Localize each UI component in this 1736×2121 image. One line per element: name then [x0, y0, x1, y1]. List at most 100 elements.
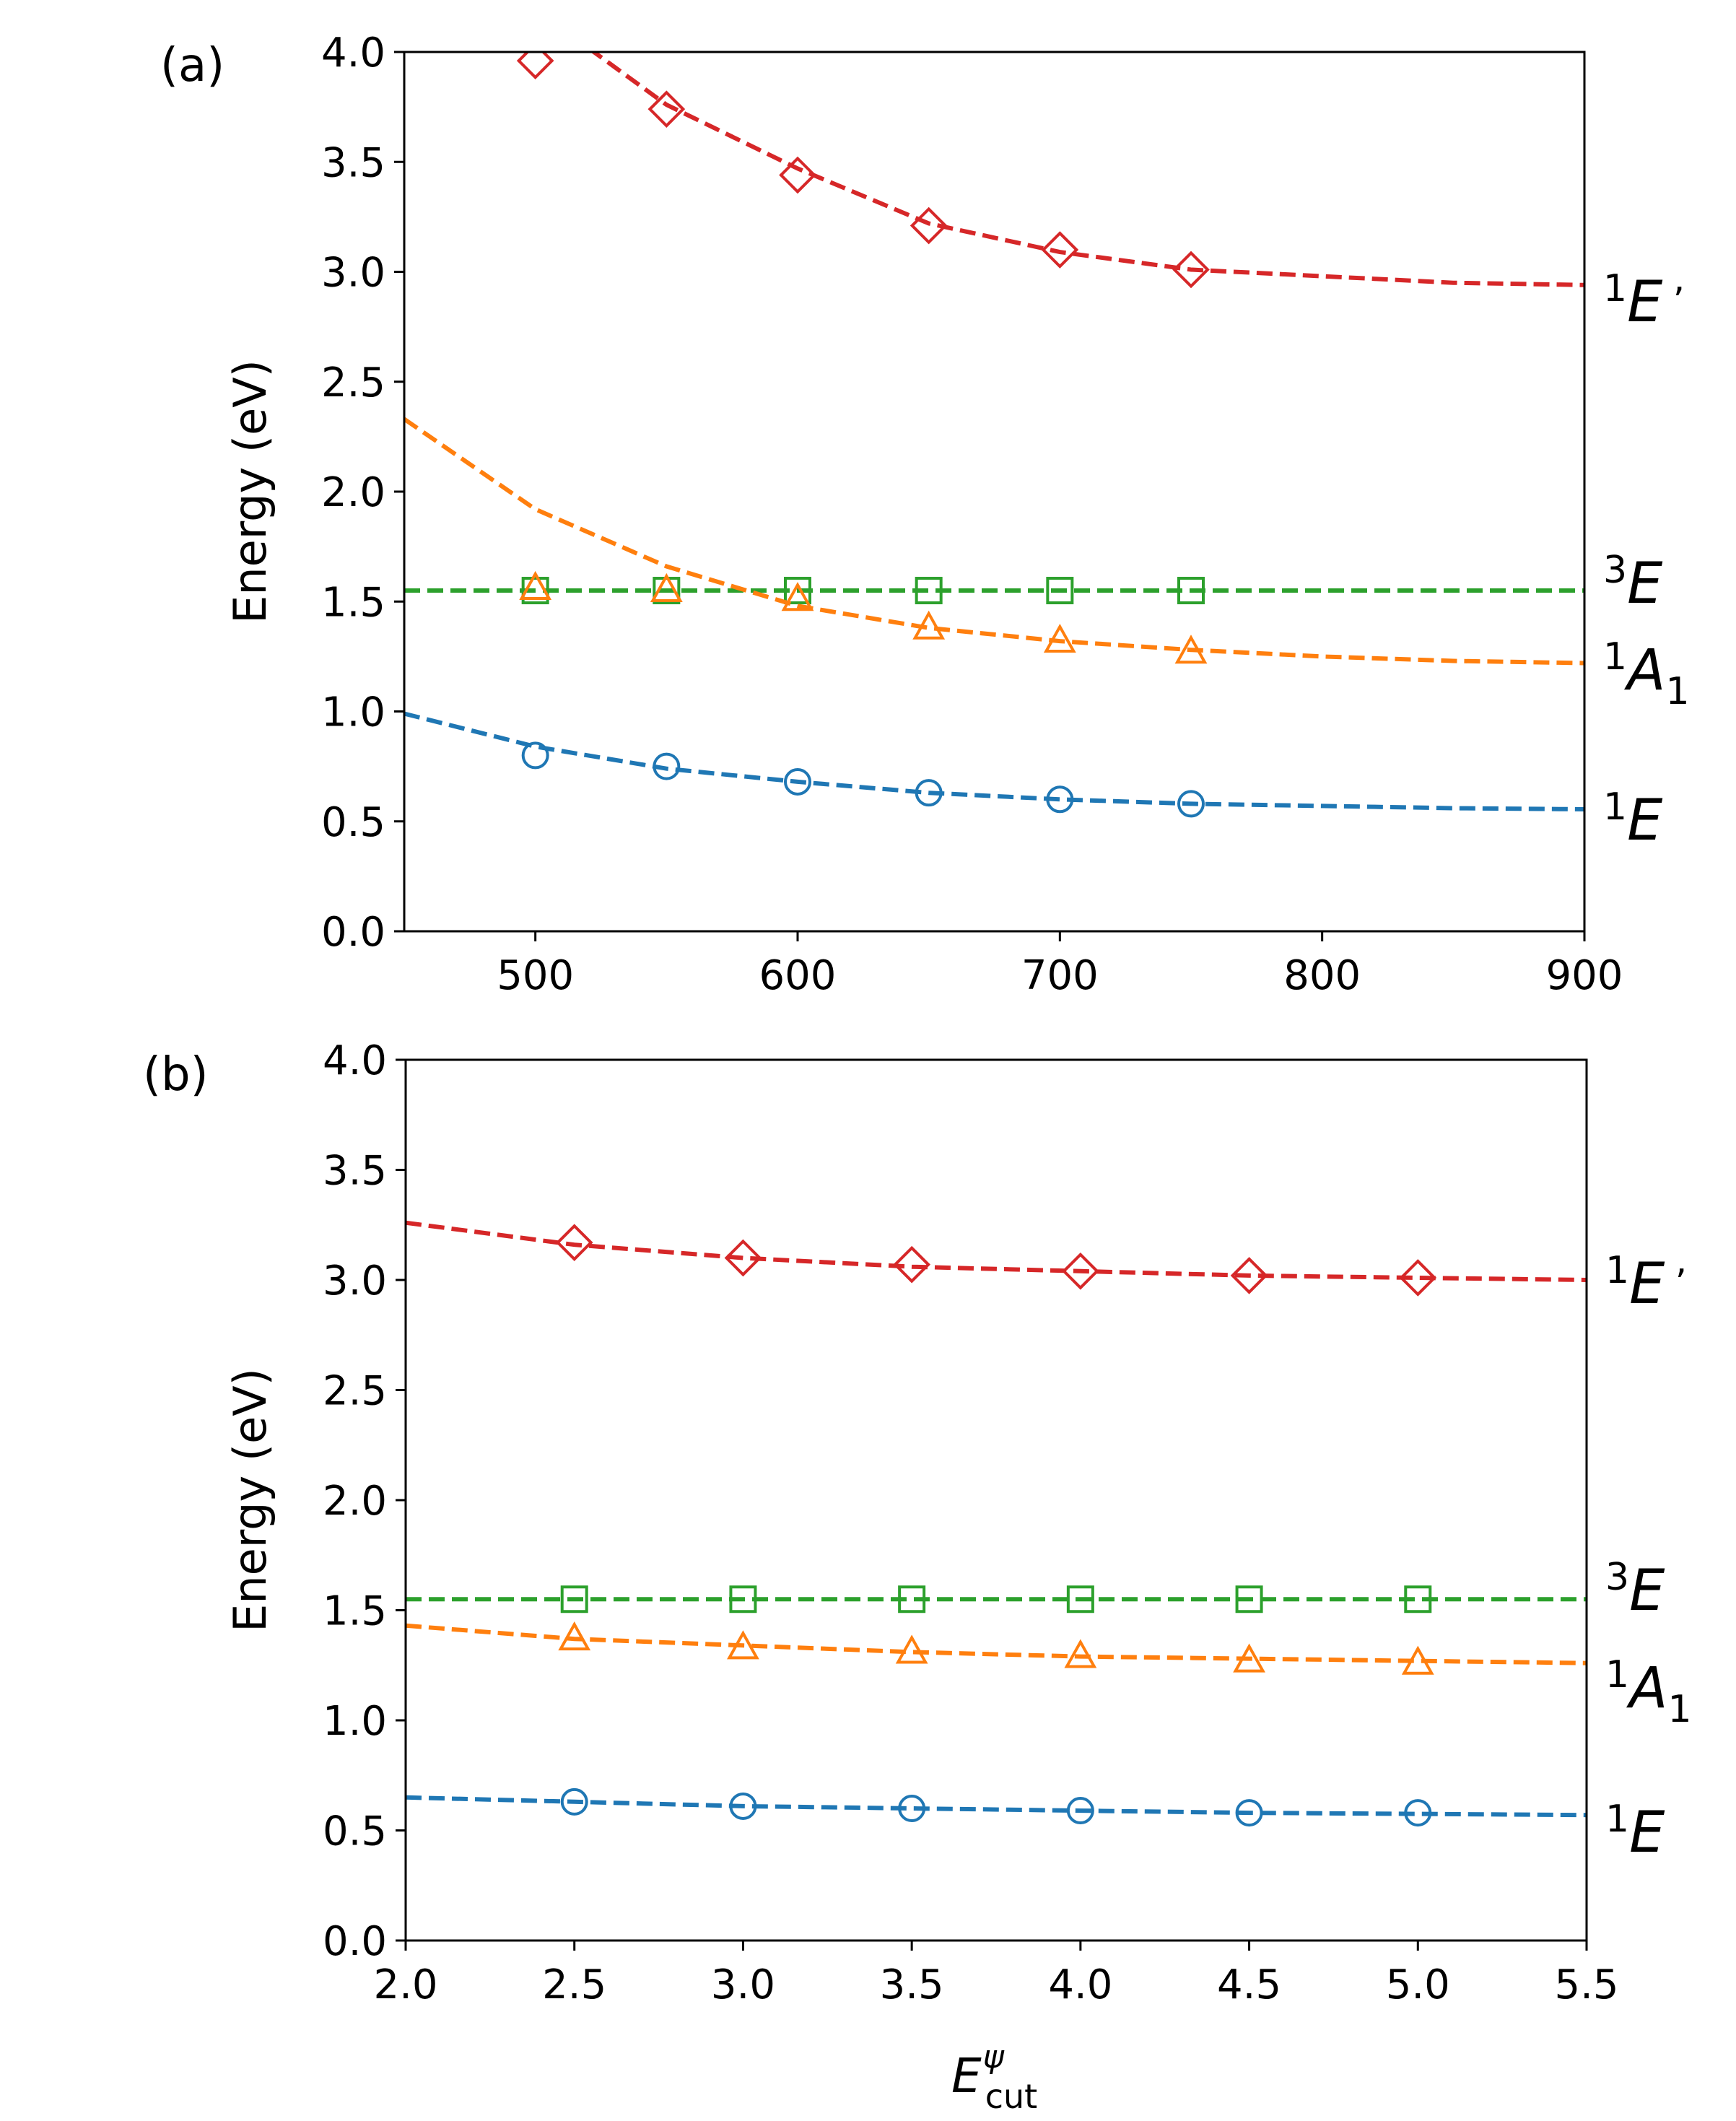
x-tick-label: 600	[759, 952, 837, 999]
data-point-circle	[784, 767, 811, 796]
data-point-square	[521, 577, 549, 605]
x-tick-label: 4.5	[1217, 1961, 1281, 2008]
y-tick-label: 0.0	[321, 909, 385, 956]
state-label-main: A	[1623, 638, 1665, 703]
state-label: 3E	[1603, 549, 1663, 617]
data-point-triangle	[1174, 635, 1208, 664]
x-tick-label: 900	[1546, 952, 1623, 999]
state-label-main: E	[1629, 1252, 1665, 1317]
y-tick-label: 4.0	[323, 1037, 387, 1084]
plot-frame	[403, 51, 1586, 933]
data-point-diamond	[1230, 1257, 1268, 1294]
x-tick-label: 700	[1021, 952, 1099, 999]
state-label-main: A	[1626, 1656, 1667, 1721]
state-label-sub: 1	[1667, 1688, 1691, 1731]
x-axis-label-main: E	[951, 2048, 982, 2104]
state-label-prime: ’	[1675, 1262, 1687, 1305]
y-tick-label: 2.5	[321, 360, 385, 406]
y-tick-label: 1.0	[323, 1698, 387, 1745]
data-point-circle	[1066, 1797, 1094, 1825]
data-point-circle	[560, 1787, 588, 1816]
data-point-circle	[521, 741, 549, 770]
state-label: 1A1	[1603, 635, 1690, 713]
data-point-diamond	[516, 52, 554, 80]
data-point-square	[784, 577, 811, 605]
data-point-circle	[1235, 1799, 1263, 1827]
y-tick-label: 3.5	[323, 1148, 387, 1195]
data-point-circle	[898, 1795, 926, 1822]
x-tick-label: 5.5	[1554, 1961, 1618, 2008]
data-point-triangle	[1233, 1643, 1265, 1673]
state-label: 1E’	[1603, 267, 1685, 335]
x-axis-label-sub: cut	[985, 2077, 1037, 2116]
state-label-sub: 1	[1665, 670, 1689, 713]
state-label: 1A1	[1605, 1653, 1692, 1731]
x-tick-label: 2.5	[542, 1961, 606, 2008]
fit-line	[406, 1220, 1587, 1282]
data-point-triangle	[519, 570, 552, 600]
y-tick-label: 0.5	[323, 1808, 387, 1855]
x-tick-label: 3.0	[711, 1961, 775, 2008]
data-point-square	[1235, 1585, 1263, 1613]
data-point-diamond	[1062, 1252, 1099, 1290]
data-point-circle	[729, 1792, 757, 1820]
state-label-sup: 3	[1603, 549, 1627, 592]
x-tick-label: 800	[1283, 952, 1361, 999]
data-point-circle	[1046, 785, 1074, 814]
data-point-diamond	[910, 206, 948, 245]
x-tick-label: 4.0	[1048, 1961, 1112, 2008]
y-tick-label: 3.0	[321, 250, 385, 297]
fit-line	[406, 1623, 1587, 1665]
fit-line	[404, 711, 1584, 811]
y-axis-label: Energy (eV)	[224, 360, 276, 624]
y-tick-label: 1.5	[321, 579, 385, 626]
fit-line	[406, 1795, 1587, 1818]
chart-panel-a: 0.0 0.5 1.0 1.5 2.0 2.5 3.0 3.5 4.0 500 600 700 800 9…	[160, 30, 1690, 999]
state-label-sup: 1	[1605, 1249, 1629, 1292]
state-label-sup: 1	[1603, 785, 1627, 829]
data-point-triangle	[1401, 1645, 1434, 1675]
data-point-diamond	[555, 1224, 593, 1261]
state-label-sup: 1	[1605, 1798, 1629, 1841]
data-point-diamond	[893, 1245, 930, 1284]
data-point-triangle	[1064, 1639, 1097, 1668]
data-point-triangle	[781, 582, 814, 611]
y-tick-label: 4.0	[321, 30, 385, 77]
data-point-triangle	[558, 1621, 591, 1651]
x-axis-label-sup: ψ	[983, 2039, 1005, 2076]
state-label: 1E’	[1605, 1249, 1687, 1317]
state-label-main: E	[1627, 270, 1663, 335]
x-tick-label: 3.5	[880, 1961, 944, 2008]
state-label-sup: 3	[1605, 1556, 1629, 1599]
data-point-diamond	[647, 90, 686, 128]
panel-label: (b)	[143, 1048, 209, 1102]
x-tick-label: 5.0	[1386, 1961, 1450, 2008]
panel-label: (a)	[160, 39, 224, 92]
state-label-sup: 1	[1605, 1653, 1629, 1697]
x-tick-label: 2.0	[373, 1961, 437, 2008]
data-point-square	[1066, 1585, 1094, 1613]
state-label-sup: 1	[1603, 635, 1627, 679]
data-point-triangle	[727, 1630, 759, 1660]
state-label-sup: 1	[1603, 267, 1627, 310]
data-point-square	[1046, 577, 1074, 605]
state-label: 1E	[1603, 785, 1663, 853]
x-tick-label: 500	[497, 952, 574, 999]
data-point-triangle	[1043, 623, 1076, 653]
data-point-triangle	[895, 1634, 928, 1664]
data-point-square	[1404, 1585, 1432, 1613]
data-point-triangle	[912, 610, 946, 640]
chart-panel-b: 0.0 0.5 1.0 1.5 2.0 2.5 3.0 3.5 4.0 2.0 2.5 3.0 3.5 4…	[143, 1037, 1692, 2116]
data-point-triangle	[650, 572, 683, 603]
x-axis-label: Eψ cut	[951, 2039, 1037, 2116]
data-point-circle	[1177, 790, 1205, 818]
fit-line	[404, 417, 1584, 666]
data-point-circle	[915, 779, 943, 807]
data-point-square	[560, 1585, 588, 1613]
data-point-circle	[653, 752, 681, 780]
state-label: 3E	[1605, 1556, 1665, 1624]
data-point-diamond	[724, 1239, 762, 1277]
state-label-main: E	[1629, 1800, 1665, 1865]
y-tick-label: 0.0	[323, 1918, 387, 1965]
